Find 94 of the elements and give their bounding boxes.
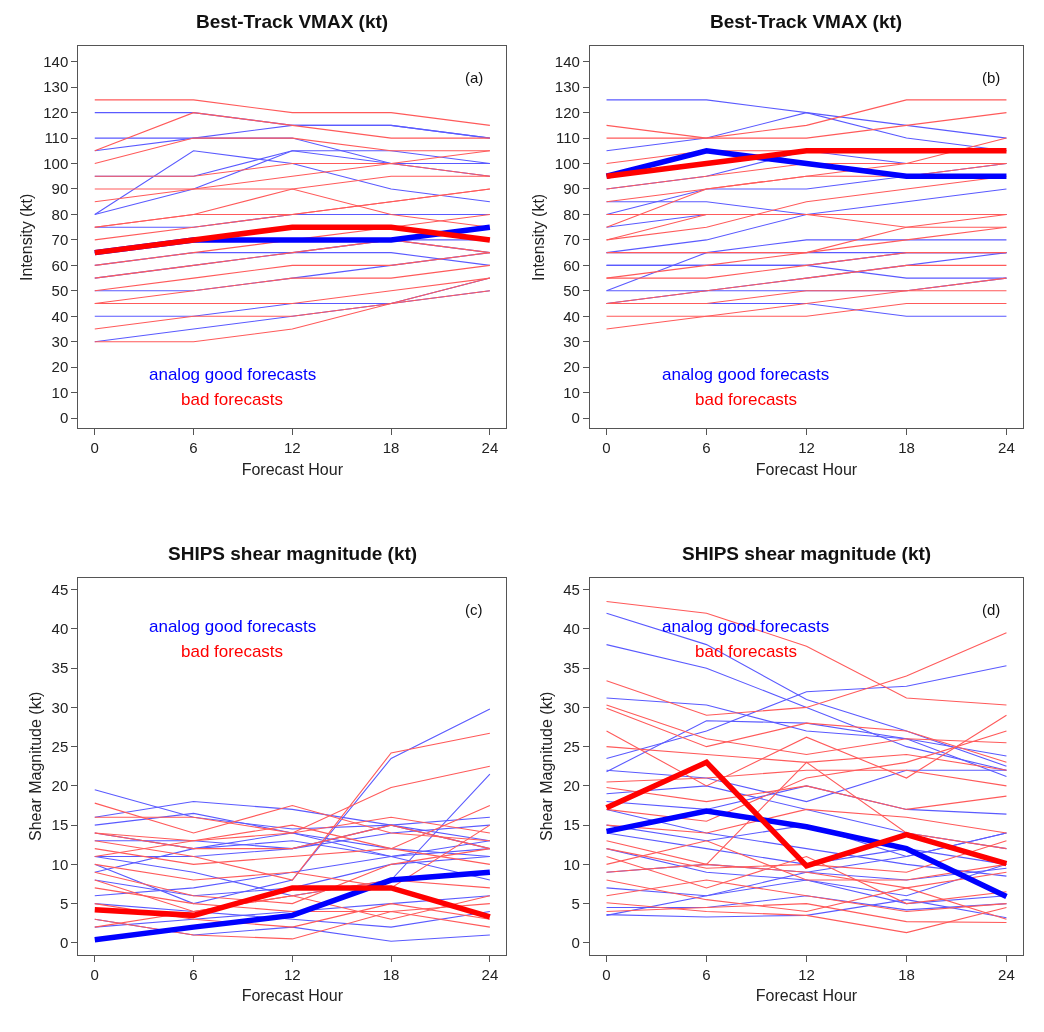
chart-title: Best-Track VMAX (kt) bbox=[710, 11, 903, 32]
y-tick-label: 5 bbox=[571, 894, 580, 912]
y-tick-label: 40 bbox=[563, 307, 580, 325]
y-tick-label: 35 bbox=[51, 659, 69, 677]
x-tick-label: 0 bbox=[90, 965, 99, 983]
y-tick-label: 45 bbox=[563, 580, 580, 598]
x-axis-title: Forecast Hour bbox=[755, 987, 858, 1005]
x-tick-label: 0 bbox=[90, 439, 99, 457]
y-tick-label: 20 bbox=[51, 358, 69, 376]
x-tick-label: 18 bbox=[898, 965, 915, 983]
y-tick-label: 25 bbox=[51, 737, 69, 755]
y-tick-label: 130 bbox=[43, 78, 69, 96]
x-tick-label: 24 bbox=[481, 965, 499, 983]
x-tick-label: 18 bbox=[898, 439, 915, 457]
y-tick-label: 60 bbox=[563, 256, 580, 274]
x-tick-label: 6 bbox=[702, 439, 711, 457]
text: analog good forecasts bbox=[662, 617, 830, 636]
x-tick-label: 24 bbox=[481, 439, 499, 457]
y-tick-label: 40 bbox=[51, 620, 69, 638]
y-tick-label: 20 bbox=[563, 358, 580, 376]
x-tick-label: 18 bbox=[382, 965, 400, 983]
text: bad forecasts bbox=[695, 390, 798, 409]
annotation: (b) bbox=[982, 69, 1001, 86]
y-tick-label: 70 bbox=[563, 231, 580, 249]
text: analog good forecasts bbox=[662, 365, 830, 384]
y-tick-label: 10 bbox=[51, 383, 69, 401]
x-tick-label: 18 bbox=[382, 439, 400, 457]
x-tick-label: 24 bbox=[998, 965, 1015, 983]
annotation: (d) bbox=[982, 601, 1001, 618]
y-tick-label: 50 bbox=[51, 282, 69, 300]
y-tick-label: 30 bbox=[51, 698, 69, 716]
y-tick-label: 10 bbox=[51, 855, 69, 873]
y-tick-label: 110 bbox=[555, 129, 580, 147]
y-tick-label: 80 bbox=[563, 205, 580, 223]
y-tick-label: 20 bbox=[563, 777, 580, 795]
y-tick-label: 90 bbox=[563, 180, 580, 198]
y-tick-label: 90 bbox=[51, 180, 69, 198]
y-tick-label: 0 bbox=[59, 934, 69, 952]
x-tick-label: 6 bbox=[189, 439, 198, 457]
y-tick-label: 40 bbox=[51, 307, 69, 325]
y-tick-label: 100 bbox=[43, 154, 69, 172]
y-tick-label: 0 bbox=[59, 409, 69, 427]
text: bad forecasts bbox=[181, 642, 284, 661]
x-tick-label: 12 bbox=[283, 965, 301, 983]
y-tick-label: 20 bbox=[51, 777, 69, 795]
y-tick-label: 80 bbox=[51, 205, 69, 223]
x-axis-title: Forecast Hour bbox=[755, 460, 858, 478]
text: analog good forecasts bbox=[149, 365, 317, 384]
x-tick-label: 6 bbox=[189, 965, 198, 983]
y-tick-label: 0 bbox=[571, 934, 580, 952]
x-tick-label: 24 bbox=[998, 439, 1015, 457]
y-tick-label: 0 bbox=[571, 409, 580, 427]
y-tick-label: 25 bbox=[563, 737, 580, 755]
x-tick-label: 12 bbox=[798, 439, 815, 457]
annotation: (c) bbox=[465, 601, 483, 618]
y-tick-label: 15 bbox=[51, 816, 69, 834]
y-tick-label: 120 bbox=[43, 103, 69, 121]
y-tick-label: 100 bbox=[554, 154, 580, 172]
y-tick-label: 10 bbox=[563, 383, 580, 401]
text: bad forecasts bbox=[181, 390, 284, 409]
y-tick-label: 130 bbox=[554, 78, 580, 96]
y-tick-label: 10 bbox=[563, 855, 580, 873]
chart-title: SHIPS shear magnitude (kt) bbox=[682, 543, 932, 564]
y-tick-label: 110 bbox=[44, 129, 69, 147]
y-tick-label: 15 bbox=[563, 816, 580, 834]
y-tick-label: 30 bbox=[563, 332, 580, 350]
y-tick-label: 30 bbox=[563, 698, 580, 716]
y-tick-label: 35 bbox=[563, 659, 580, 677]
y-tick-label: 60 bbox=[51, 256, 69, 274]
x-axis-title: Forecast Hour bbox=[241, 987, 344, 1005]
x-tick-label: 6 bbox=[702, 965, 711, 983]
y-axis-title: Intensity (kt) bbox=[18, 193, 36, 281]
y-axis-title: Shear Magnitude (kt) bbox=[26, 691, 44, 841]
y-tick-label: 140 bbox=[554, 52, 580, 70]
y-tick-label: 70 bbox=[51, 231, 69, 249]
y-axis-title: Intensity (kt) bbox=[529, 193, 547, 281]
chart-title: Best-Track VMAX (kt) bbox=[196, 11, 389, 32]
y-tick-label: 120 bbox=[554, 103, 580, 121]
text: bad forecasts bbox=[695, 642, 798, 661]
y-tick-label: 50 bbox=[563, 282, 580, 300]
x-tick-label: 0 bbox=[602, 439, 611, 457]
x-axis-title: Forecast Hour bbox=[241, 460, 344, 478]
annotation: (a) bbox=[465, 69, 484, 86]
y-tick-label: 40 bbox=[563, 620, 580, 638]
y-tick-label: 30 bbox=[51, 332, 69, 350]
y-tick-label: 45 bbox=[51, 580, 69, 598]
text: analog good forecasts bbox=[149, 617, 317, 636]
y-axis-title: Shear Magnitude (kt) bbox=[538, 691, 556, 841]
x-tick-label: 12 bbox=[283, 439, 301, 457]
y-tick-label: 140 bbox=[43, 52, 69, 70]
y-tick-label: 5 bbox=[59, 894, 69, 912]
chart-title: SHIPS shear magnitude (kt) bbox=[168, 543, 418, 564]
x-tick-label: 12 bbox=[798, 965, 815, 983]
x-tick-label: 0 bbox=[602, 965, 611, 983]
